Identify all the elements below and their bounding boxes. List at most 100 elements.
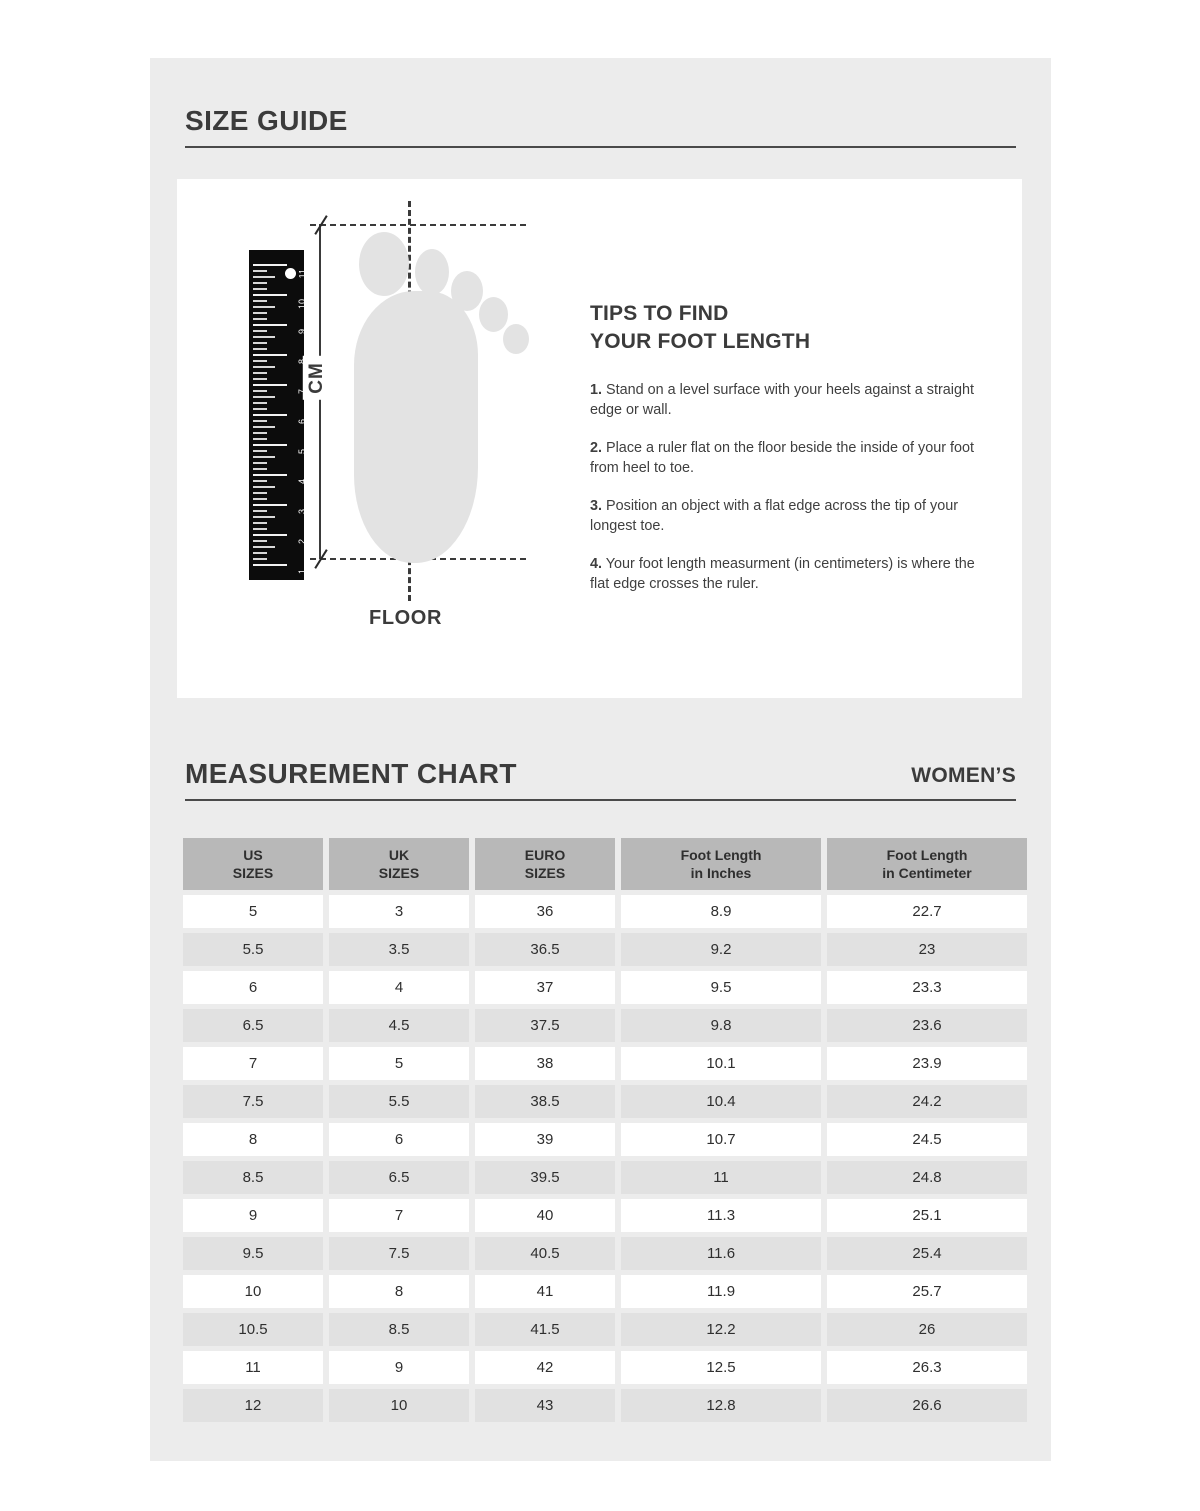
table-cell: 12 (183, 1389, 323, 1422)
table-cell: 12.2 (621, 1313, 821, 1346)
table-cell: 37 (475, 971, 615, 1004)
table-header-row: US SIZES UK SIZES EURO SIZES Foot Length… (183, 838, 1027, 890)
table-cell: 10 (329, 1389, 469, 1422)
table-cell: 10.1 (621, 1047, 821, 1080)
table-cell: 41.5 (475, 1313, 615, 1346)
table-cell: 6.5 (183, 1009, 323, 1042)
size-guide-header: SIZE GUIDE (185, 105, 1016, 148)
header-divider (185, 146, 1016, 148)
tip-text: Position an object with a flat edge acro… (590, 497, 958, 535)
table-cell: 24.5 (827, 1123, 1027, 1156)
tips-title-line2: YOUR FOOT LENGTH (590, 329, 811, 353)
table-cell: 22.7 (827, 895, 1027, 928)
table-cell: 9.5 (621, 971, 821, 1004)
table-cell: 43 (475, 1389, 615, 1422)
tip-item: 3. Position an object with a flat edge a… (590, 496, 990, 537)
header-line1: Foot Length (680, 846, 762, 863)
table-cell: 9.8 (621, 1009, 821, 1042)
size-chart-table: US SIZES UK SIZES EURO SIZES Foot Length… (177, 833, 1033, 1427)
table-cell: 11 (183, 1351, 323, 1384)
tip-item: 2. Place a ruler flat on the floor besid… (590, 438, 990, 479)
table-cell: 25.7 (827, 1275, 1027, 1308)
tip-text: Stand on a level surface with your heels… (590, 381, 974, 419)
table-cell: 11.6 (621, 1237, 821, 1270)
table-cell: 23 (827, 933, 1027, 966)
ruler-number: 2 (297, 539, 304, 544)
table-cell: 10.4 (621, 1085, 821, 1118)
tip-number: 4. (590, 555, 603, 572)
header-line1: US (243, 846, 263, 863)
tip-number: 3. (590, 497, 603, 514)
table-cell: 24.8 (827, 1161, 1027, 1194)
footprint-icon (327, 219, 529, 564)
foot-measure-diagram-panel: 11 10 9 8 7 6 5 4 3 2 1 CM (177, 179, 1022, 698)
tip-number: 1. (590, 381, 603, 398)
table-cell: 8.5 (183, 1161, 323, 1194)
table-cell: 6 (329, 1123, 469, 1156)
tips-title-line1: TIPS TO FIND (590, 302, 729, 325)
table-cell: 5.5 (183, 933, 323, 966)
column-header-uk: UK SIZES (329, 838, 469, 890)
table-cell: 9.2 (621, 933, 821, 966)
table-cell: 42 (475, 1351, 615, 1384)
foot-toe-4 (479, 297, 508, 332)
table-cell: 3 (329, 895, 469, 928)
table-cell: 10.7 (621, 1123, 821, 1156)
table-cell: 39 (475, 1123, 615, 1156)
table-cell: 8.9 (621, 895, 821, 928)
table-cell: 10.5 (183, 1313, 323, 1346)
table-cell: 26 (827, 1313, 1027, 1346)
table-cell: 9 (329, 1351, 469, 1384)
table-row: 7.5 5.5 38.5 10.4 24.2 (183, 1085, 1027, 1118)
table-cell: 11.3 (621, 1199, 821, 1232)
table-cell: 9.5 (183, 1237, 323, 1270)
table-cell: 40.5 (475, 1237, 615, 1270)
foot-sole (354, 291, 478, 563)
ruler-number: 4 (297, 479, 304, 484)
floor-label: FLOOR (369, 607, 442, 629)
table-row: 12 10 43 12.8 26.6 (183, 1389, 1027, 1422)
table-row: 10 8 41 11.9 25.7 (183, 1275, 1027, 1308)
chart-title: MEASUREMENT CHART (185, 758, 517, 789)
header-line1: EURO (524, 846, 566, 863)
table-row: 7 5 38 10.1 23.9 (183, 1047, 1027, 1080)
table-cell: 7.5 (183, 1085, 323, 1118)
table-row: 8.5 6.5 39.5 11 24.8 (183, 1161, 1027, 1194)
ruler-number: 5 (297, 449, 304, 454)
table-row: 6.5 4.5 37.5 9.8 23.6 (183, 1009, 1027, 1042)
tips-block: TIPS TO FIND YOUR FOOT LENGTH 1. Stand o… (590, 300, 990, 594)
table-cell: 39.5 (475, 1161, 615, 1194)
column-header-centimeter: Foot Length in Centimeter (827, 838, 1027, 890)
table-cell: 8 (183, 1123, 323, 1156)
table-cell: 11.9 (621, 1275, 821, 1308)
ruler-icon: 11 10 9 8 7 6 5 4 3 2 1 (249, 250, 304, 580)
table-cell: 9 (183, 1199, 323, 1232)
tip-number: 2. (590, 439, 603, 456)
size-guide-card: SIZE GUIDE (150, 58, 1051, 1461)
tip-text: Your foot length measurment (in centimet… (590, 555, 975, 593)
table-cell: 37.5 (475, 1009, 615, 1042)
ruler-number: 11 (297, 269, 304, 279)
table-cell: 6 (183, 971, 323, 1004)
table-cell: 36 (475, 895, 615, 928)
table-row: 8 6 39 10.7 24.5 (183, 1123, 1027, 1156)
table-cell: 5.5 (329, 1085, 469, 1118)
header-line2: SIZES (524, 865, 566, 881)
table-cell: 7.5 (329, 1237, 469, 1270)
table-cell: 25.1 (827, 1199, 1027, 1232)
table-cell: 25.4 (827, 1237, 1027, 1270)
table-cell: 36.5 (475, 933, 615, 966)
ruler-hole (285, 268, 296, 279)
chart-divider (185, 799, 1016, 801)
chart-gender-label: WOMEN’S (911, 764, 1016, 787)
table-cell: 12.5 (621, 1351, 821, 1384)
table-cell: 5 (183, 895, 323, 928)
tip-item: 4. Your foot length measurment (in centi… (590, 554, 990, 595)
table-row: 9.5 7.5 40.5 11.6 25.4 (183, 1237, 1027, 1270)
header-line1: UK (388, 846, 410, 863)
ruler-number: 1 (297, 569, 304, 574)
foot-toe-2 (415, 249, 449, 295)
table-cell: 23.9 (827, 1047, 1027, 1080)
table-row: 11 9 42 12.5 26.3 (183, 1351, 1027, 1384)
foot-toe-3 (451, 271, 483, 311)
